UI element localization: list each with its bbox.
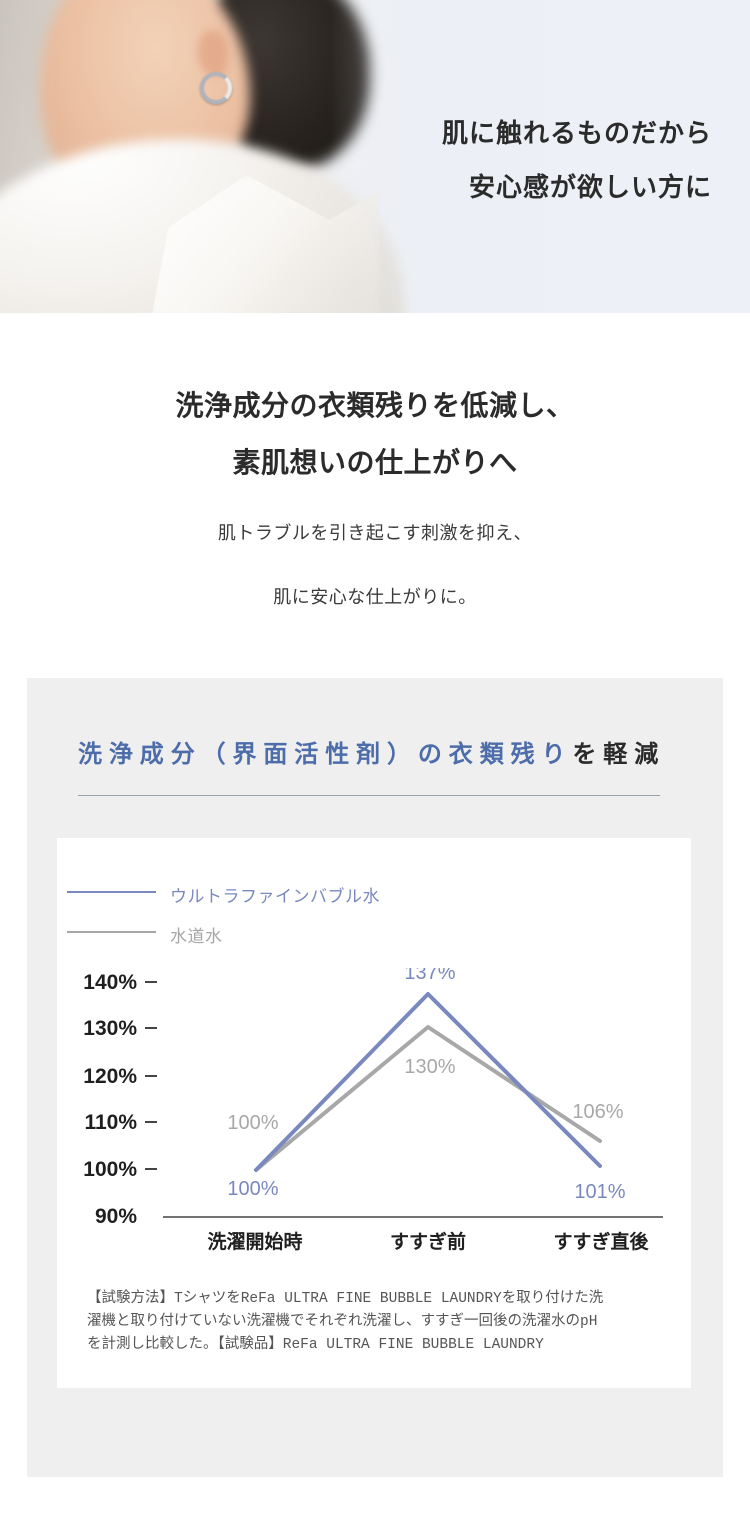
svg-text:すすぎ直後: すすぎ直後 bbox=[553, 1230, 649, 1253]
svg-text:100%: 100% bbox=[83, 1158, 137, 1181]
svg-text:130%: 130% bbox=[83, 1017, 137, 1040]
svg-text:140%: 140% bbox=[83, 971, 137, 994]
svg-text:90%: 90% bbox=[95, 1205, 137, 1228]
svg-text:120%: 120% bbox=[83, 1065, 137, 1088]
svg-text:100%: 100% bbox=[227, 1112, 278, 1134]
svg-text:130%: 130% bbox=[404, 1056, 455, 1078]
svg-text:137%: 137% bbox=[404, 968, 455, 984]
svg-text:100%: 100% bbox=[227, 1178, 278, 1200]
svg-text:すすぎ前: すすぎ前 bbox=[390, 1230, 466, 1253]
svg-text:106%: 106% bbox=[572, 1101, 623, 1123]
svg-text:101%: 101% bbox=[574, 1181, 625, 1203]
svg-text:110%: 110% bbox=[84, 1111, 137, 1134]
svg-text:洗濯開始時: 洗濯開始時 bbox=[207, 1230, 302, 1253]
